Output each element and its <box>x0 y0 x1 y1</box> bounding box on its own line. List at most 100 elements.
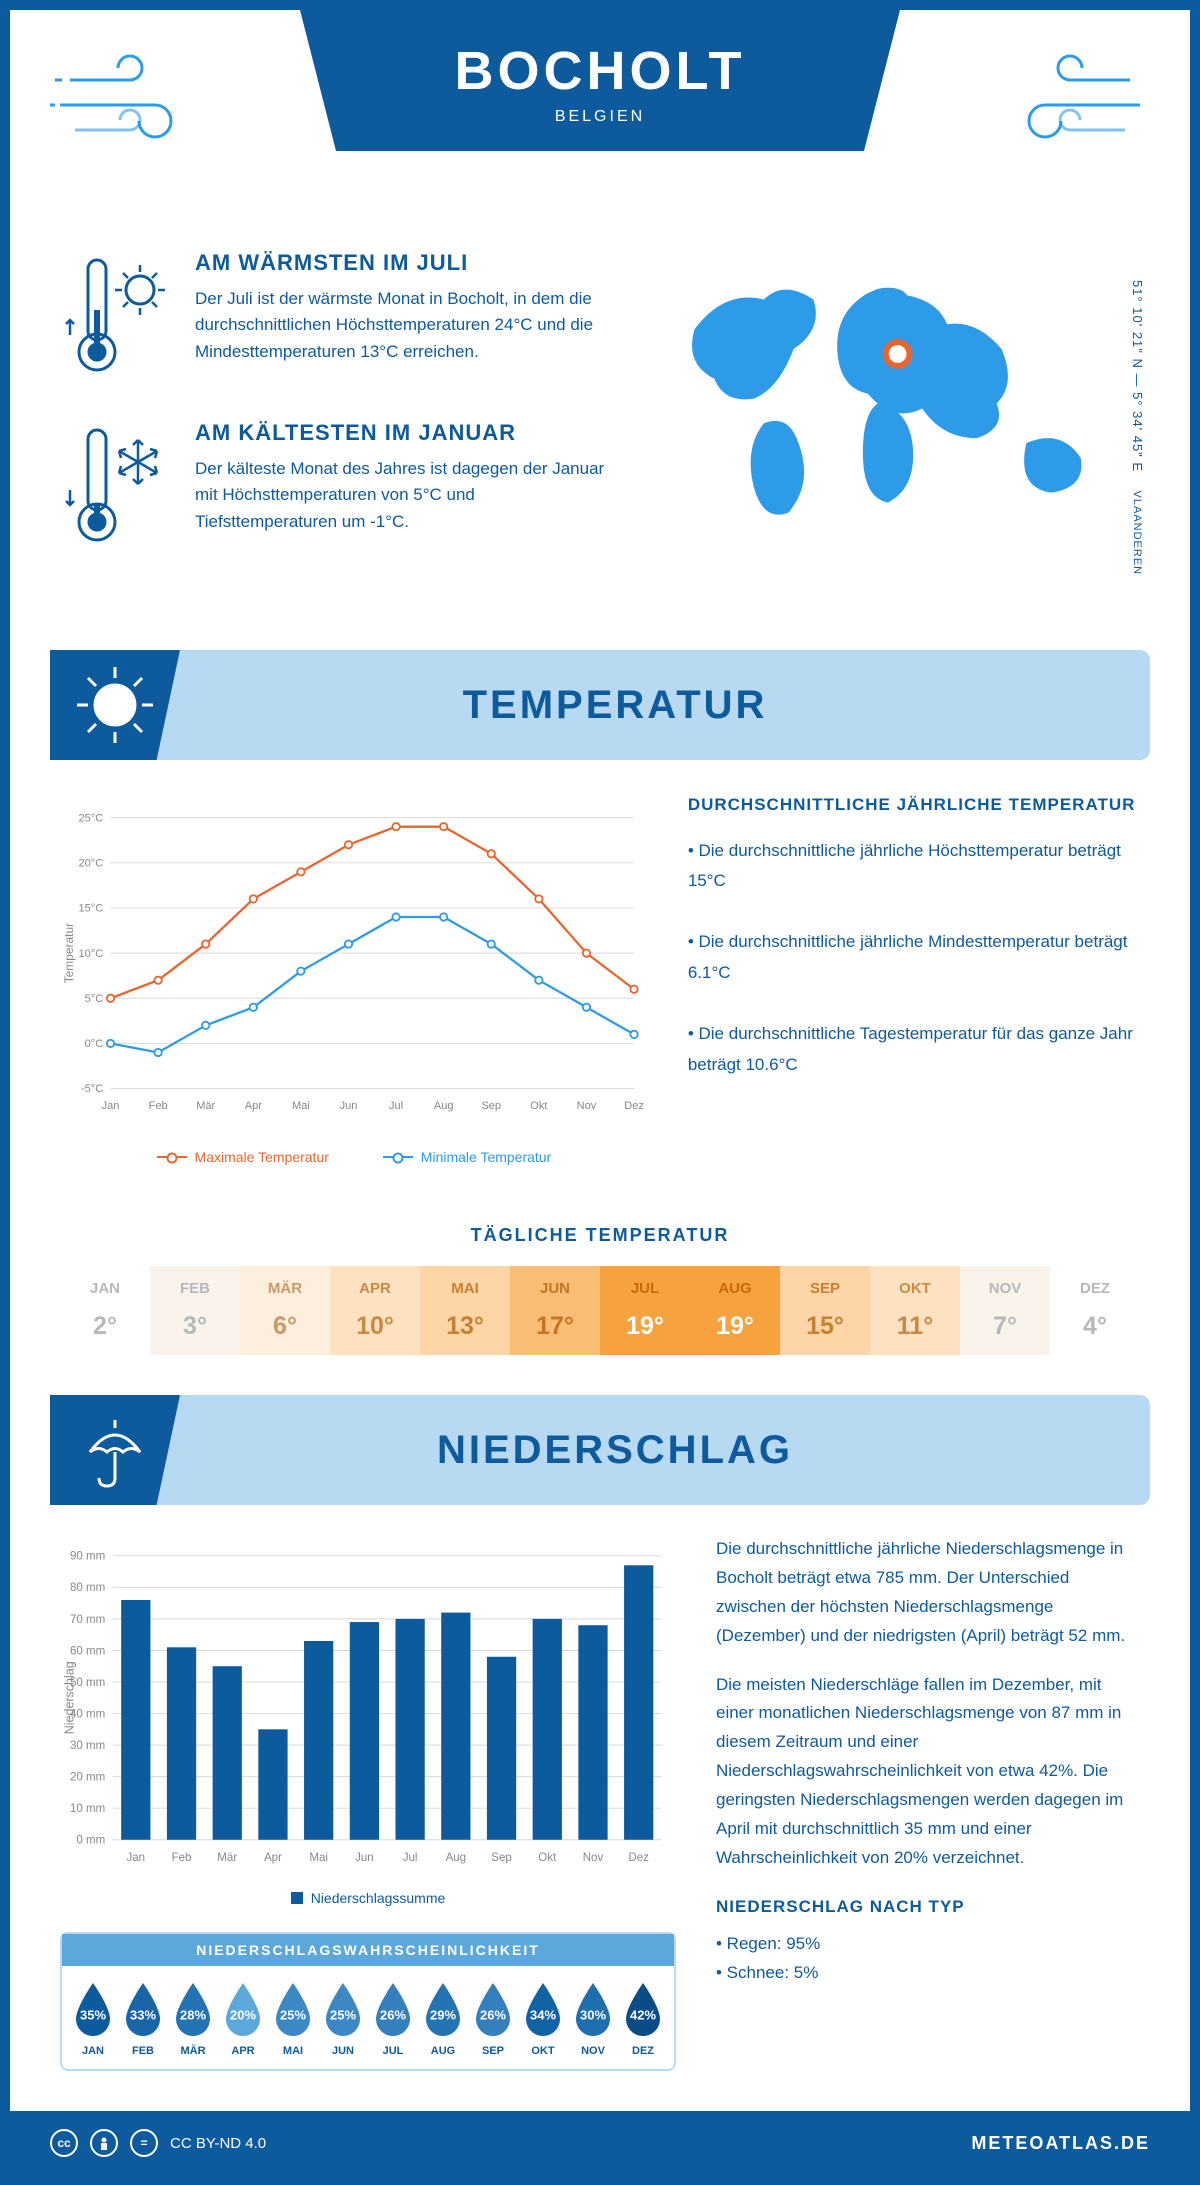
footer: cc = CC BY-ND 4.0 METEOATLAS.DE <box>10 2111 1190 2175</box>
license-block: cc = CC BY-ND 4.0 <box>50 2129 266 2157</box>
facts-column: AM WÄRMSTEN IM JULI Der Juli ist der wär… <box>60 250 605 590</box>
daily-cell: FEB 3° <box>150 1266 240 1355</box>
drop-cell: 28% MÄR <box>170 1981 216 2057</box>
prob-title: NIEDERSCHLAGSWAHRSCHEINLICHKEIT <box>62 1934 674 1966</box>
drop-cell: 34% OKT <box>520 1981 566 2057</box>
svg-text:Jan: Jan <box>127 1852 146 1864</box>
wind-icon <box>50 50 200 165</box>
svg-text:-5°C: -5°C <box>81 1083 103 1095</box>
temp-desc-bullet: • Die durchschnittliche jährliche Mindes… <box>688 927 1140 988</box>
svg-text:20 mm: 20 mm <box>70 1772 105 1784</box>
temp-desc-bullet: • Die durchschnittliche jährliche Höchst… <box>688 836 1140 897</box>
svg-text:0 mm: 0 mm <box>76 1835 105 1847</box>
world-map-icon <box>645 250 1140 540</box>
svg-text:Mai: Mai <box>292 1100 310 1112</box>
daily-cell: JAN 2° <box>60 1266 150 1355</box>
svg-text:25°C: 25°C <box>79 812 104 824</box>
umbrella-icon <box>50 1395 180 1505</box>
svg-text:Mär: Mär <box>196 1100 215 1112</box>
drop-cell: 33% FEB <box>120 1981 166 2057</box>
drop-cell: 26% SEP <box>470 1981 516 2057</box>
precip-p2: Die meisten Niederschläge fallen im Deze… <box>716 1671 1140 1873</box>
daily-cell: DEZ 4° <box>1050 1266 1140 1355</box>
svg-text:Jun: Jun <box>355 1852 374 1864</box>
precipitation-banner: NIEDERSCHLAG <box>50 1395 1150 1505</box>
daily-cell: APR 10° <box>330 1266 420 1355</box>
precipitation-chart: 0 mm10 mm20 mm30 mm40 mm50 mm60 mm70 mm8… <box>60 1535 676 1875</box>
daily-cell: OKT 11° <box>870 1266 960 1355</box>
svg-text:10°C: 10°C <box>79 948 104 960</box>
temperature-legend: Maximale Temperatur Minimale Temperatur <box>60 1145 648 1165</box>
temperature-section: -5°C0°C5°C10°C15°C20°C25°CJanFebMärAprMa… <box>10 790 1190 1195</box>
city-name: BOCHOLT <box>300 40 900 102</box>
warmest-fact: AM WÄRMSTEN IM JULI Der Juli ist der wär… <box>60 250 605 385</box>
page-frame: BOCHOLT BELGIEN <box>0 0 1200 2185</box>
temperature-chart: -5°C0°C5°C10°C15°C20°C25°CJanFebMärAprMa… <box>60 790 648 1165</box>
svg-text:20°C: 20°C <box>79 857 104 869</box>
daily-cell: SEP 15° <box>780 1266 870 1355</box>
precipitation-section: 0 mm10 mm20 mm30 mm40 mm50 mm60 mm70 mm8… <box>10 1535 1190 2111</box>
svg-text:Okt: Okt <box>538 1852 557 1864</box>
precipitation-title: NIEDERSCHLAG <box>180 1428 1050 1473</box>
daily-cell: NOV 7° <box>960 1266 1050 1355</box>
daily-cell: JUL 19° <box>600 1266 690 1355</box>
sun-icon <box>50 650 180 760</box>
svg-text:Nov: Nov <box>583 1852 604 1864</box>
daily-temp-grid: JAN 2° FEB 3° MÄR 6° APR 10° MAI 13° JUN… <box>60 1266 1140 1355</box>
daily-temp-title: TÄGLICHE TEMPERATUR <box>10 1225 1190 1246</box>
svg-text:Temperatur: Temperatur <box>62 923 76 983</box>
coldest-text: Der kälteste Monat des Jahres ist dagege… <box>195 456 605 535</box>
thermometer-cold-icon <box>60 420 170 555</box>
svg-text:Sep: Sep <box>481 1100 501 1112</box>
top-info-section: AM WÄRMSTEN IM JULI Der Juli ist der wär… <box>10 210 1190 630</box>
precipitation-description: Die durchschnittliche jährliche Niedersc… <box>716 1535 1140 2071</box>
svg-text:Apr: Apr <box>264 1852 282 1864</box>
svg-text:15°C: 15°C <box>79 903 104 915</box>
cc-icon: cc <box>50 2129 78 2157</box>
drop-cell: 35% JAN <box>70 1981 116 2057</box>
svg-text:10 mm: 10 mm <box>70 1803 105 1815</box>
svg-text:Dez: Dez <box>624 1100 644 1112</box>
svg-text:Aug: Aug <box>434 1100 454 1112</box>
svg-text:Okt: Okt <box>530 1100 547 1112</box>
precip-p1: Die durchschnittliche jährliche Niedersc… <box>716 1535 1140 1651</box>
drop-cell: 42% DEZ <box>620 1981 666 2057</box>
drop-cell: 20% APR <box>220 1981 266 2057</box>
svg-text:Nov: Nov <box>577 1100 597 1112</box>
thermometer-hot-icon <box>60 250 170 385</box>
header-banner: BOCHOLT BELGIEN <box>10 10 1190 210</box>
coordinates-label: 51° 10' 21" N — 5° 34' 45" E VLAANDEREN <box>1130 280 1145 575</box>
svg-text:90 mm: 90 mm <box>70 1551 105 1563</box>
svg-text:Feb: Feb <box>172 1852 192 1864</box>
precip-bytype-title: NIEDERSCHLAG NACH TYP <box>716 1893 1140 1922</box>
svg-text:Sep: Sep <box>491 1852 512 1864</box>
svg-text:Jul: Jul <box>403 1852 418 1864</box>
svg-text:Aug: Aug <box>446 1852 467 1864</box>
precip-bytype-item: • Schnee: 5% <box>716 1959 1140 1988</box>
svg-text:Niederschlag: Niederschlag <box>62 1661 76 1734</box>
precipitation-legend: Niederschlagssumme <box>60 1890 676 1907</box>
by-icon <box>90 2129 118 2157</box>
drop-cell: 29% AUG <box>420 1981 466 2057</box>
svg-text:60 mm: 60 mm <box>70 1645 105 1657</box>
svg-text:Jan: Jan <box>102 1100 120 1112</box>
svg-text:Mai: Mai <box>309 1852 328 1864</box>
svg-text:Jun: Jun <box>340 1100 358 1112</box>
precip-bytype-item: • Regen: 95% <box>716 1930 1140 1959</box>
drop-cell: 26% JUL <box>370 1981 416 2057</box>
temp-desc-bullet: • Die durchschnittliche Tagestemperatur … <box>688 1019 1140 1080</box>
coldest-title: AM KÄLTESTEN IM JANUAR <box>195 420 605 446</box>
svg-text:Dez: Dez <box>628 1852 649 1864</box>
temp-desc-title: DURCHSCHNITTLICHE JÄHRLICHE TEMPERATUR <box>688 790 1140 821</box>
daily-cell: MÄR 6° <box>240 1266 330 1355</box>
daily-cell: JUN 17° <box>510 1266 600 1355</box>
drop-cell: 30% NOV <box>570 1981 616 2057</box>
svg-text:70 mm: 70 mm <box>70 1614 105 1626</box>
svg-text:80 mm: 80 mm <box>70 1582 105 1594</box>
coldest-fact: AM KÄLTESTEN IM JANUAR Der kälteste Mona… <box>60 420 605 555</box>
wind-icon <box>1000 50 1150 165</box>
map-column: 51° 10' 21" N — 5° 34' 45" E VLAANDEREN <box>645 250 1140 590</box>
temperature-banner: TEMPERATUR <box>50 650 1150 760</box>
svg-text:30 mm: 30 mm <box>70 1740 105 1752</box>
nd-icon: = <box>130 2129 158 2157</box>
